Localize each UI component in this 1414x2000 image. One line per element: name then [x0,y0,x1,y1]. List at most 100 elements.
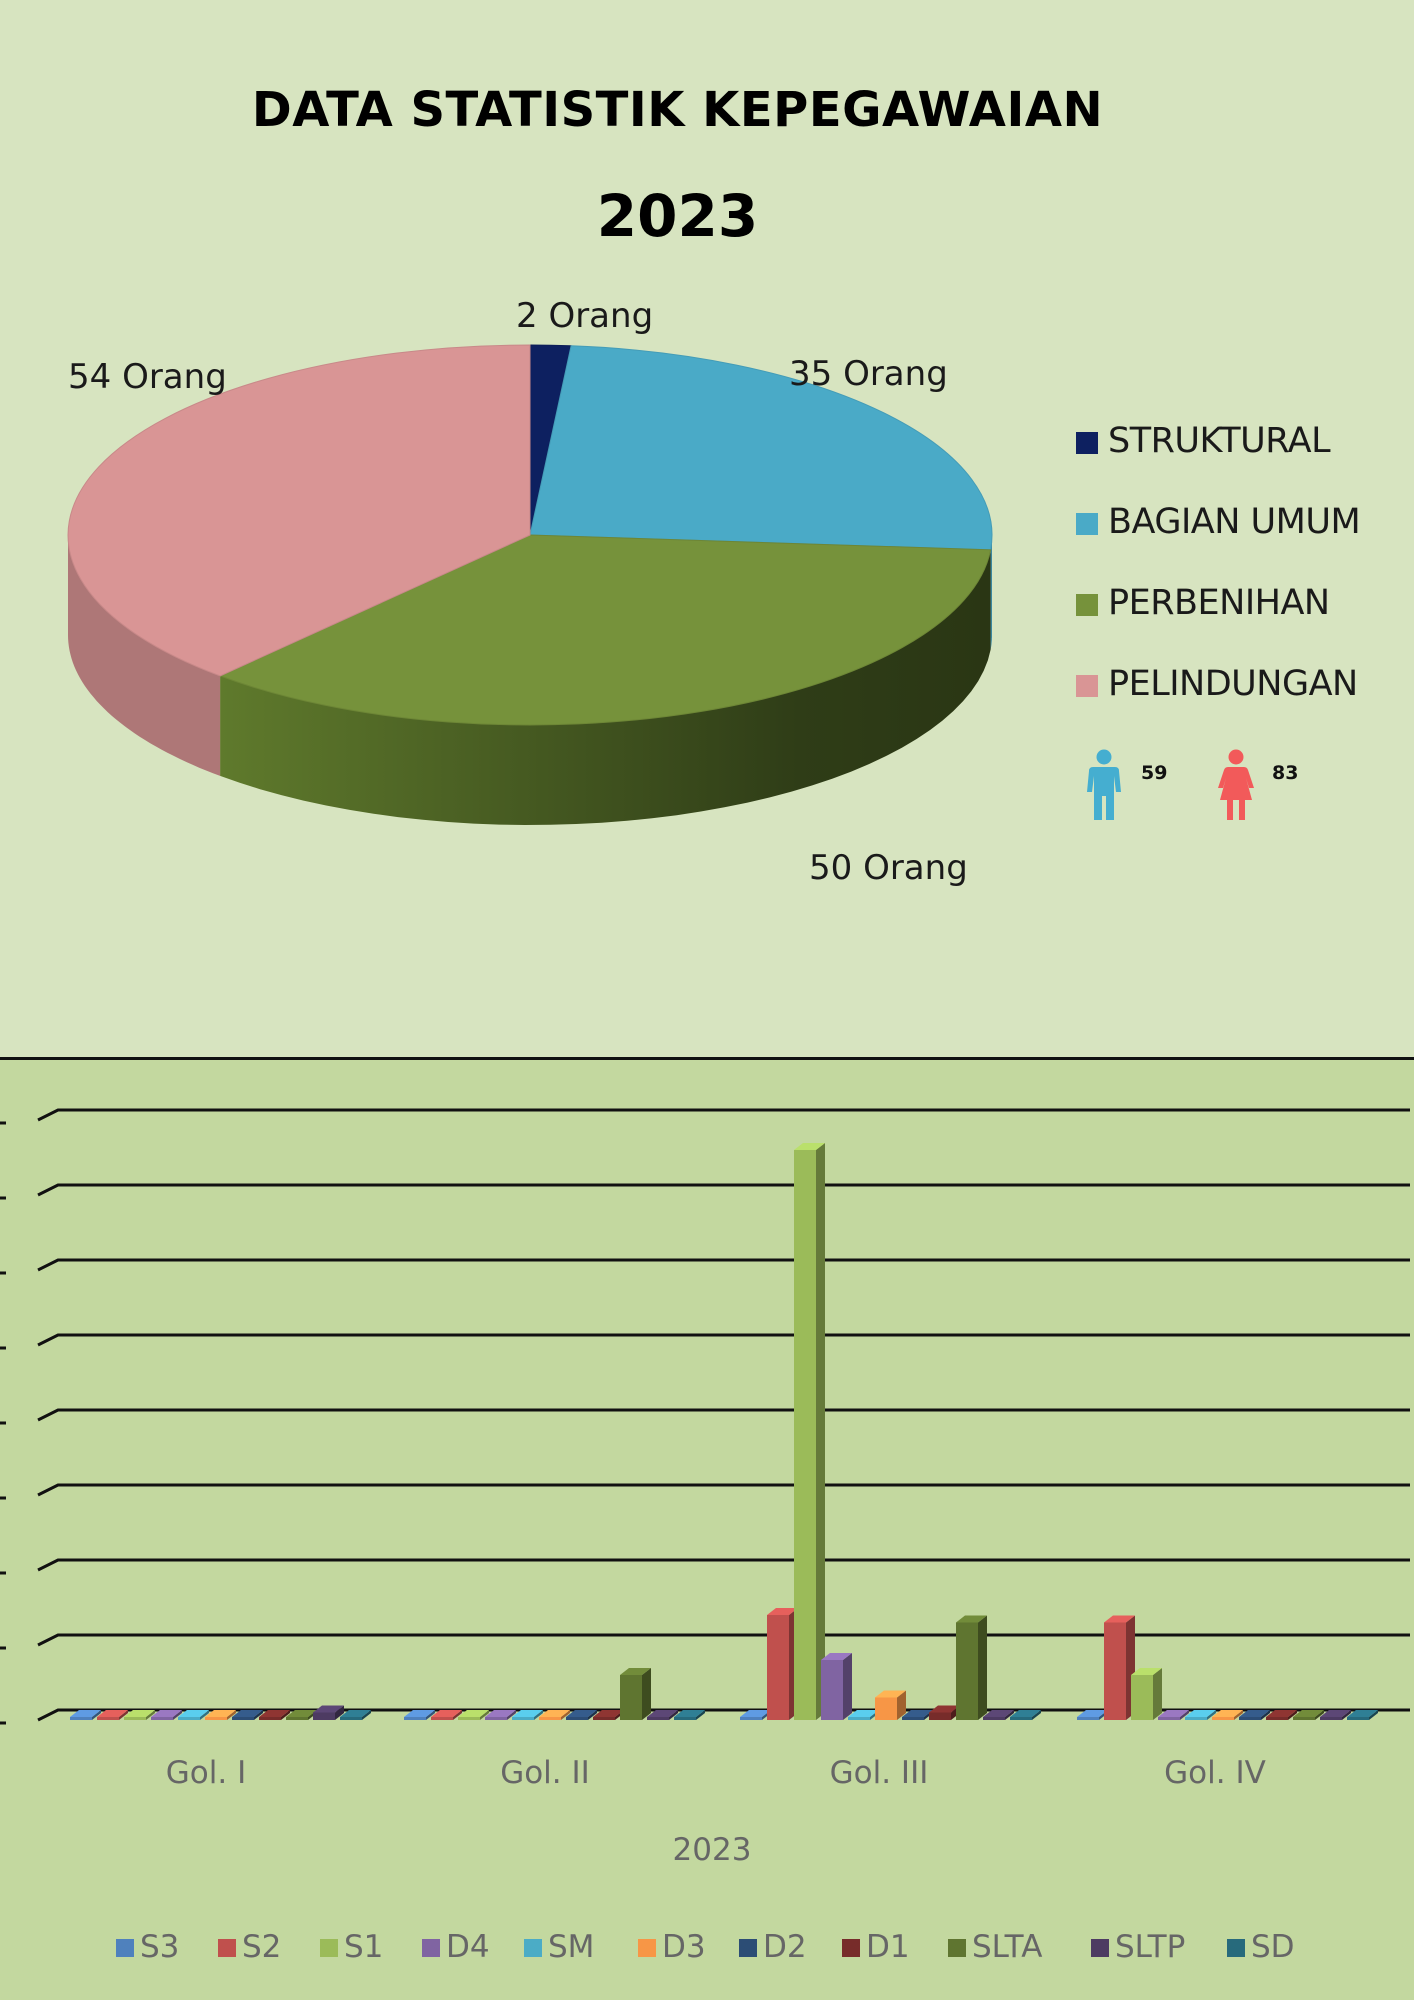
bar [124,1717,146,1720]
pie-label-struktural: 2 Orang [516,296,654,336]
bar-side [816,1143,825,1720]
bar [1239,1717,1261,1720]
bar-top [566,1710,597,1717]
bar [431,1717,453,1720]
bar-chart-gridlines [0,1108,1410,1725]
gridline [37,1483,1410,1497]
bar [794,1150,816,1720]
bar-top [458,1710,489,1717]
legend-label: SD [1251,1929,1295,1965]
legend-label: PERBENIHAN [1108,583,1330,623]
bar [97,1717,119,1720]
bar-side [227,1710,236,1720]
bar-side [1369,1710,1378,1720]
bar-top [593,1710,624,1717]
bar [929,1712,951,1720]
bar [1320,1717,1342,1720]
bar [458,1717,480,1720]
bar-top [1266,1710,1297,1717]
year-title: 2023 [596,182,759,250]
male-count-group: 59 [1084,748,1167,827]
bar-top [848,1710,879,1717]
bar [1077,1717,1099,1720]
bar [205,1717,227,1720]
bar-top [1010,1710,1041,1717]
legend-swatch [1076,432,1098,454]
bar-side [588,1710,597,1720]
bar-side [453,1710,462,1720]
legend-label: D2 [763,1929,807,1965]
bar-top [1158,1710,1189,1717]
bar-top [1212,1710,1243,1717]
bar-top [313,1705,344,1713]
bar-side [1153,1668,1162,1720]
legend-label: SM [548,1929,595,1965]
page-title: DATA STATISTIK KEPEGAWAIAN [251,82,1104,138]
bar-side [362,1710,371,1720]
bar [767,1615,789,1720]
bar-top [1077,1710,1108,1717]
bar [875,1697,897,1720]
bar-side [897,1690,906,1720]
bar-top [1104,1615,1135,1623]
bar-side [978,1615,987,1720]
bar [1131,1675,1153,1720]
legend-label: S1 [344,1929,384,1965]
legend-swatch [422,1939,440,1957]
bar-side [146,1710,155,1720]
bar [286,1717,308,1720]
bar-top [929,1705,960,1713]
bar-side [480,1710,489,1720]
bar [1010,1717,1032,1720]
bar-top [70,1710,101,1717]
bar-top [1185,1710,1216,1717]
bar-chart [70,1143,1378,1720]
bar-top [983,1710,1014,1717]
bar [70,1717,92,1720]
bar [1185,1717,1207,1720]
legend-swatch [524,1939,542,1957]
bar-top [875,1690,906,1698]
bar [902,1717,924,1720]
bar [485,1717,507,1720]
bar-top [767,1608,798,1615]
gridline [37,1408,1410,1422]
bar [1293,1717,1315,1720]
bar [178,1717,200,1720]
legend-swatch [638,1939,656,1957]
female-count-group: 83 [1216,748,1298,827]
bar-top [620,1668,651,1675]
bar-side [1005,1710,1014,1720]
bar-side [534,1710,543,1720]
bar-side [173,1710,182,1720]
bar-side [1207,1710,1216,1720]
pie-slice-side [220,549,991,825]
bar [1266,1717,1288,1720]
legend-swatch [116,1939,134,1957]
legend-swatch [739,1939,757,1957]
bar-top [902,1710,933,1717]
legend-label: PELINDUNGAN [1108,664,1358,704]
pie-slice [218,534,992,726]
bar-side [669,1710,678,1720]
bar-top [178,1710,209,1717]
bar [674,1717,696,1720]
bar [1347,1717,1369,1720]
female-icon [1218,749,1254,820]
bar-top [1131,1668,1162,1675]
legend-label: BAGIAN UMUM [1108,502,1361,542]
bar-top [286,1710,317,1717]
pie-slice-side [990,535,992,650]
bar-side [642,1668,651,1720]
pie-label-pelindungan: 54 Orang [68,357,227,397]
bar-top [740,1710,771,1717]
bar [259,1717,281,1720]
legend-swatch [218,1939,236,1957]
bar [593,1717,615,1720]
female-count: 83 [1272,762,1299,784]
legend-label: D3 [662,1929,706,1965]
gridline [37,1333,1410,1347]
gridline [37,1108,1410,1122]
legend-swatch [1076,513,1098,535]
category-label-gol-3: Gol. III [829,1755,929,1791]
